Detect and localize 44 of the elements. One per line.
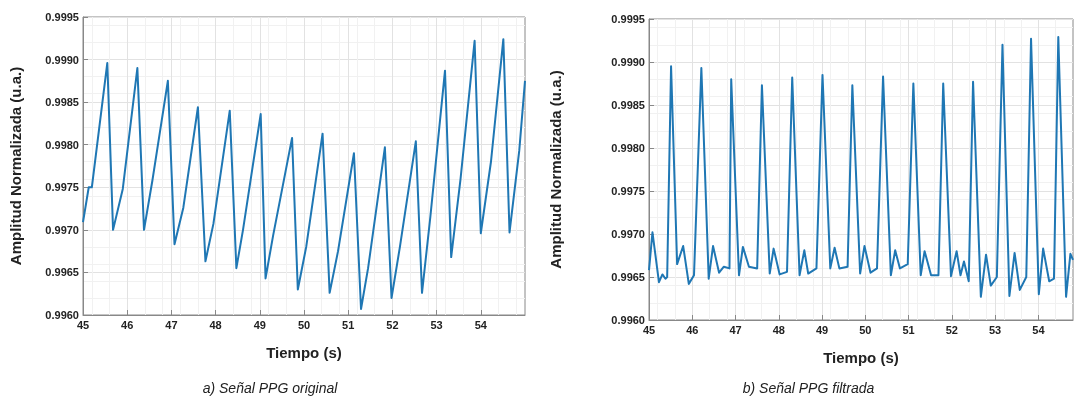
x-tick-label: 52 — [386, 318, 399, 331]
text: a) Señal PPG original — [202, 380, 339, 396]
x-tick-label: 54 — [1032, 323, 1046, 336]
x-tick-label: 46 — [686, 323, 699, 336]
y-tick-label: 0.9975 — [45, 181, 79, 194]
x-tick-label: 51 — [902, 323, 915, 336]
line-series — [82, 38, 526, 311]
y-tick-label: 0.9985 — [45, 96, 79, 109]
x-tick-label: 47 — [729, 323, 742, 336]
y-tick-label: 0.9965 — [611, 271, 645, 283]
y-tick-label: 0.9980 — [45, 138, 79, 151]
y-tick-label: 0.9980 — [611, 142, 645, 154]
y-tick-label: 0.9970 — [45, 223, 79, 236]
x-tick-label: 50 — [859, 323, 872, 336]
y-tick-label: 0.9990 — [611, 56, 645, 68]
y-tick-label: 0.9995 — [45, 11, 79, 23]
x-tick-label: 47 — [165, 318, 178, 331]
x-tick-label: 49 — [253, 318, 266, 331]
y-tick-label: 0.9970 — [611, 228, 645, 240]
x-tick-label: 48 — [772, 323, 785, 336]
x-tick-label: 50 — [297, 318, 311, 331]
x-tick-label: 48 — [209, 318, 222, 331]
y-tick-label: 0.9965 — [45, 266, 79, 279]
x-tick-label: 54 — [474, 318, 488, 331]
x-axis-title: Tiempo (s) — [266, 344, 342, 361]
x-tick-label: 49 — [815, 323, 829, 336]
y-axis-title: Amplitud Normalizada (u.a.) — [547, 70, 564, 269]
y-tick-label: 0.9990 — [45, 53, 79, 66]
y-axis-title: Amplitud Normalizada (u.a.) — [7, 66, 24, 266]
text: b) Señal PPG filtrada — [742, 380, 875, 396]
y-tick-label: 0.9975 — [611, 185, 645, 197]
x-tick-label: 52 — [945, 323, 958, 336]
x-tick-label: 45 — [642, 323, 656, 336]
y-tick-label: 0.9985 — [611, 99, 645, 111]
x-tick-label: 53 — [989, 323, 1002, 336]
x-tick-label: 53 — [430, 318, 443, 331]
x-tick-label: 46 — [121, 318, 134, 331]
line-series — [648, 36, 1074, 298]
x-tick-label: 51 — [342, 318, 355, 331]
x-axis-title: Tiempo (s) — [823, 349, 899, 366]
y-tick-label: 0.9960 — [611, 314, 645, 326]
x-tick-label: 45 — [76, 318, 90, 331]
y-tick-label: 0.9960 — [45, 309, 79, 321]
y-tick-label: 0.9995 — [611, 13, 645, 25]
